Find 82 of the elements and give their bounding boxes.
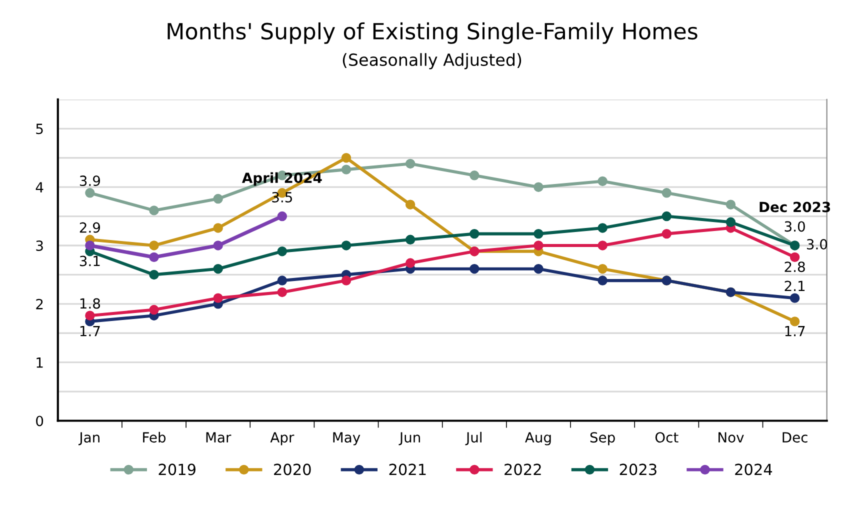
x-tick-label: Feb: [143, 432, 166, 443]
point: [726, 217, 736, 227]
y-tick-label: 0: [36, 416, 44, 426]
point: [470, 264, 480, 274]
point: [341, 153, 352, 163]
annotation: 1.7: [80, 326, 100, 336]
point: [149, 304, 159, 315]
point: [341, 240, 352, 250]
point: [405, 158, 416, 169]
point: [277, 211, 288, 222]
annotation: 2.8: [784, 262, 805, 272]
chart-title: Months' Supply of Existing Single-Family Homes: [168, 22, 698, 44]
annotation: 2.9: [80, 222, 100, 233]
x-tick-label: Apr: [270, 432, 294, 446]
y-tick-label: 2: [36, 298, 43, 310]
point: [534, 228, 544, 239]
annotation: 1.8: [80, 298, 100, 309]
point: [790, 252, 800, 262]
point: [470, 228, 480, 239]
point: [213, 293, 223, 303]
point: [470, 170, 480, 180]
point: [85, 188, 95, 198]
annotation: 3.0: [784, 221, 805, 232]
point: [341, 276, 352, 286]
y-tick-label: 1: [36, 357, 43, 368]
point: [598, 176, 608, 186]
point: [598, 264, 608, 274]
legend-label: 2022: [504, 464, 541, 476]
chart-subtitle: (Seasonally Adjusted): [342, 53, 522, 70]
annotation: 1.7: [785, 326, 805, 336]
y-tick-label: 4: [36, 182, 44, 192]
point: [277, 276, 288, 286]
point: [341, 164, 352, 174]
annotation: 2.1: [784, 280, 805, 292]
annotation: 3.1: [80, 256, 100, 266]
annotation: 3.9: [80, 176, 100, 186]
point: [149, 240, 159, 250]
point: [405, 258, 416, 268]
point: [662, 228, 672, 239]
y-tick-label: 5: [36, 124, 43, 134]
point: [405, 200, 416, 210]
x-tick-label: Mar: [206, 432, 232, 443]
x-tick-label: Jul: [465, 432, 482, 446]
point: [598, 240, 608, 250]
point: [149, 206, 159, 216]
point: [213, 194, 223, 204]
legend-label: 2024: [735, 464, 772, 476]
point: [149, 252, 159, 262]
point: [85, 310, 95, 320]
point: [213, 264, 223, 274]
x-tick-label: Jun: [398, 432, 420, 446]
point: [790, 316, 800, 326]
x-tick-label: Oct: [655, 432, 678, 443]
legend-label: 2021: [389, 464, 426, 476]
point: [213, 223, 223, 233]
point: [534, 240, 544, 250]
point: [598, 223, 608, 233]
point: [790, 293, 800, 303]
x-tick-label: Jan: [78, 432, 100, 446]
point: [405, 234, 416, 245]
point: [534, 264, 544, 274]
annotation: 3.0: [806, 239, 828, 250]
point: [598, 276, 608, 286]
point: [534, 182, 544, 192]
x-tick-label: Nov: [718, 432, 744, 443]
y-tick-label: 3: [36, 240, 43, 251]
point: [149, 270, 159, 280]
x-tick-label: Aug: [525, 432, 551, 446]
point: [277, 246, 288, 256]
point: [662, 188, 672, 198]
annotation: Dec 2023: [760, 202, 830, 212]
x-tick-label: Dec: [782, 432, 808, 443]
legend-label: 2019: [158, 464, 196, 476]
point: [213, 240, 223, 250]
legend-label: 2023: [620, 464, 656, 476]
point: [726, 200, 736, 210]
point: [85, 240, 95, 250]
legend-label: 2020: [274, 464, 311, 476]
point: [277, 287, 288, 298]
x-tick-label: Sep: [590, 432, 615, 446]
point: [662, 211, 672, 222]
x-tick-label: May: [333, 432, 360, 446]
